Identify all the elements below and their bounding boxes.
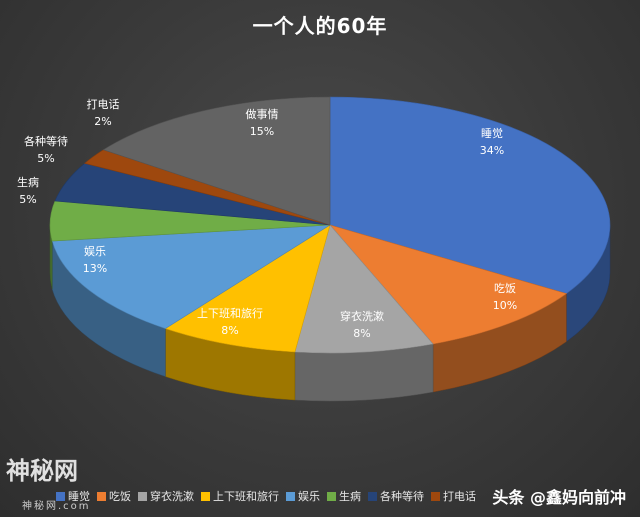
slice-6-category-label: 生病 [17,175,39,189]
slice-3-category-label: 穿衣洗漱 [340,309,384,323]
legend-label: 睡觉 [68,490,90,503]
legend-label: 生病 [339,490,361,503]
slice-5-value-label: 13% [83,262,107,275]
legend-item-4: 上下班和旅行 [201,488,279,504]
slice-7-category-label: 各种等待 [24,134,68,148]
legend-label: 打电话 [443,490,476,503]
legend-swatch [138,491,147,501]
slice-5-category-label: 娱乐 [84,244,106,258]
legend-item-1: 睡觉 [56,488,90,504]
legend-swatch [368,491,377,501]
slice-1-category-label: 睡觉 [481,127,503,140]
slice-1 [329,96,611,294]
legend-label: 上下班和旅行 [213,490,279,503]
legend-label: 娱乐 [298,490,320,503]
legend-label: 各种等待 [380,490,424,503]
slice-4-value-label: 8% [221,324,238,337]
slice-6-value-label: 5% [19,193,36,206]
data-labels: 睡觉 34% 吃饭 10% 穿衣洗漱 8% 上下班和旅行 8% 娱乐 13% 生病 5% 各种等待 5% 打… [17,97,517,340]
legend-item-6: 生病 [327,488,361,504]
slice-3-value-label: 8% [353,327,370,340]
legend-item-3: 穿衣洗漱 [138,488,194,504]
slice-9-value-label: 15% [250,125,274,138]
legend-swatch [431,491,440,501]
pie-slices [49,96,611,354]
watermark-logo: 神秘网 [6,457,78,485]
slice-4 [164,224,331,353]
slice-2-value-label: 10% [493,299,517,312]
slice-8-category-label: 打电话 [87,97,120,111]
legend-item-5: 娱乐 [286,488,320,504]
legend-item-7: 各种等待 [368,488,424,504]
legend-swatch [286,491,295,501]
slice-8-value-label: 2% [94,115,111,128]
legend-swatch [201,491,210,501]
legend-item-8: 打电话 [431,488,476,504]
slice-7-value-label: 5% [37,152,54,165]
watermark-credit: 头条 @鑫妈向前冲 [492,488,626,507]
slice-9-category-label: 做事情 [246,107,279,121]
legend-swatch [56,491,65,501]
legend-item-2: 吃饭 [97,488,131,504]
watermark-logo-sub: 神秘网.com [22,501,91,512]
chart-title: 一个人的60年 [252,14,388,38]
slice-2-category-label: 吃饭 [494,282,516,295]
legend-swatch [327,491,336,501]
legend-swatch [97,491,106,501]
slice-3 [294,224,434,354]
slice-9 [102,96,331,226]
slice-2 [329,224,568,345]
slice-4-category-label: 上下班和旅行 [197,306,263,320]
legend-label: 穿衣洗漱 [150,490,194,503]
slice-5 [51,224,331,329]
legend: 睡觉 吃饭 穿衣洗漱 上下班和旅行 娱乐 生病 各种等待 打电话 [56,488,476,504]
legend-label: 吃饭 [109,490,131,503]
slice-1-value-label: 34% [480,144,504,157]
